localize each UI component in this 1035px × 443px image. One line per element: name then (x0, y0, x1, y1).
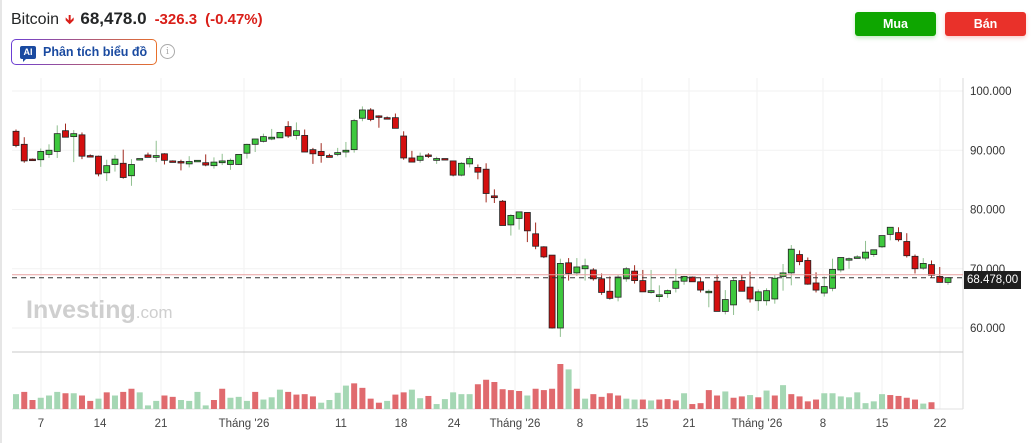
current-price-tag: 68.478,00 (964, 271, 1022, 289)
investing-watermark: Investing.com (26, 296, 173, 324)
ai-chart-analysis-button[interactable]: AI Phân tích biểu đồ (11, 39, 157, 65)
svg-text:21: 21 (155, 418, 168, 430)
svg-text:90.000: 90.000 (970, 145, 1005, 157)
svg-text:11: 11 (335, 418, 347, 430)
info-icon[interactable]: i (160, 44, 175, 59)
buy-button[interactable]: Mua (855, 12, 936, 36)
svg-text:7: 7 (38, 418, 44, 430)
svg-text:8: 8 (820, 418, 826, 430)
last-price: 68,478.0 (80, 9, 147, 28)
sell-button[interactable]: Bán (945, 12, 1026, 36)
svg-text:18: 18 (395, 418, 408, 430)
svg-text:Tháng '26: Tháng '26 (490, 418, 541, 430)
svg-text:Tháng '26: Tháng '26 (219, 418, 270, 430)
price-change-percent: (-0.47%) (205, 11, 263, 28)
svg-text:15: 15 (636, 418, 649, 430)
instrument-name: Bitcoin (11, 11, 60, 28)
svg-text:22: 22 (934, 418, 947, 430)
svg-text:15: 15 (876, 418, 889, 430)
svg-text:100.000: 100.000 (970, 86, 1012, 98)
candles (12, 106, 952, 337)
volume-bars (13, 364, 935, 409)
instrument-header: Bitcoin 🡻 68,478.0 -326.3 (-0.47%) (11, 9, 263, 33)
svg-text:Tháng '26: Tháng '26 (732, 418, 783, 430)
ai-chat-icon: AI (20, 45, 36, 62)
svg-text:80.000: 80.000 (970, 205, 1005, 217)
left-border (0, 0, 2, 443)
current-price-lines (12, 274, 963, 279)
svg-text:8: 8 (577, 418, 583, 430)
price-change: -326.3 (154, 11, 198, 28)
svg-text:60.000: 60.000 (970, 323, 1005, 335)
svg-text:21: 21 (683, 418, 696, 430)
svg-text:14: 14 (94, 418, 107, 430)
down-arrow-icon: 🡻 (65, 12, 75, 27)
ai-chart-analysis-label: Phân tích biểu đồ (43, 45, 148, 59)
grid-lines (12, 78, 963, 409)
svg-text:24: 24 (448, 418, 461, 430)
